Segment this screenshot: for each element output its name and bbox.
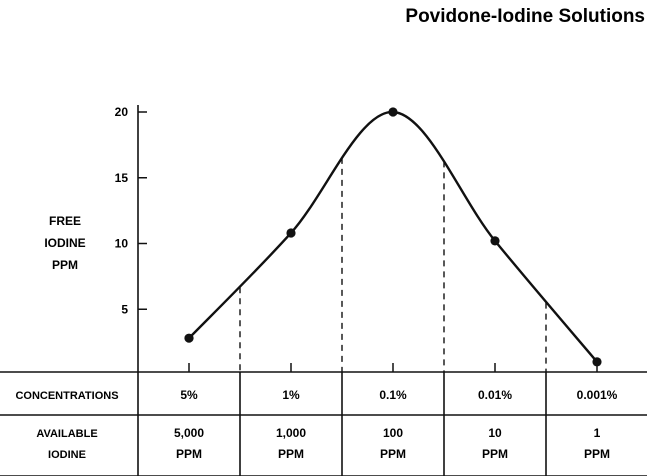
curve-group: [188, 110, 598, 363]
chart-title: Povidone-Iodine Solutions: [405, 6, 645, 27]
concentration-cell: 5%: [180, 388, 198, 402]
y-tick-label: 10: [115, 237, 129, 251]
available-iodine-unit: PPM: [278, 447, 304, 461]
y-axis-label-line-3: PPM: [52, 258, 78, 272]
y-ticks-group: 5 10 15 20: [115, 105, 598, 372]
concentration-cell: 0.001%: [577, 388, 618, 402]
available-iodine-unit: PPM: [380, 447, 406, 461]
available-iodine-value: 5,000: [174, 426, 204, 440]
data-point: [388, 107, 398, 117]
available-iodine-value: 1: [594, 426, 601, 440]
data-point: [490, 236, 500, 246]
data-point: [286, 228, 296, 238]
concentration-cell: 0.01%: [478, 388, 512, 402]
available-iodine-row-label-line-1: AVAILABLE: [36, 428, 97, 440]
free-iodine-curve: [188, 110, 598, 363]
y-tick-label: 20: [115, 105, 129, 119]
available-iodine-unit: PPM: [482, 447, 508, 461]
concentration-cell: 1%: [282, 388, 300, 402]
table-cells-group: 5% 5,000 PPM 1% 1,000 PPM 0.1% 100 PPM 0.01% 10 PPM…: [137, 372, 618, 476]
data-points-group: [184, 107, 602, 367]
available-iodine-value: 100: [383, 426, 403, 440]
available-iodine-row-label-line-2: IODINE: [48, 449, 86, 461]
concentration-cell: 0.1%: [379, 388, 407, 402]
y-tick-label: 5: [121, 302, 128, 316]
available-iodine-value: 1,000: [276, 426, 306, 440]
column-dividers-group: [239, 157, 547, 372]
available-iodine-unit: PPM: [584, 447, 610, 461]
y-axis-label-line-2: IODINE: [44, 236, 85, 250]
data-point: [592, 357, 602, 367]
available-iodine-value: 10: [488, 426, 502, 440]
y-axis-label-line-1: FREE: [49, 214, 81, 228]
y-tick-label: 15: [115, 171, 129, 185]
data-point: [184, 333, 194, 343]
available-iodine-unit: PPM: [176, 447, 202, 461]
concentrations-row-label: CONCENTRATIONS: [15, 390, 118, 402]
